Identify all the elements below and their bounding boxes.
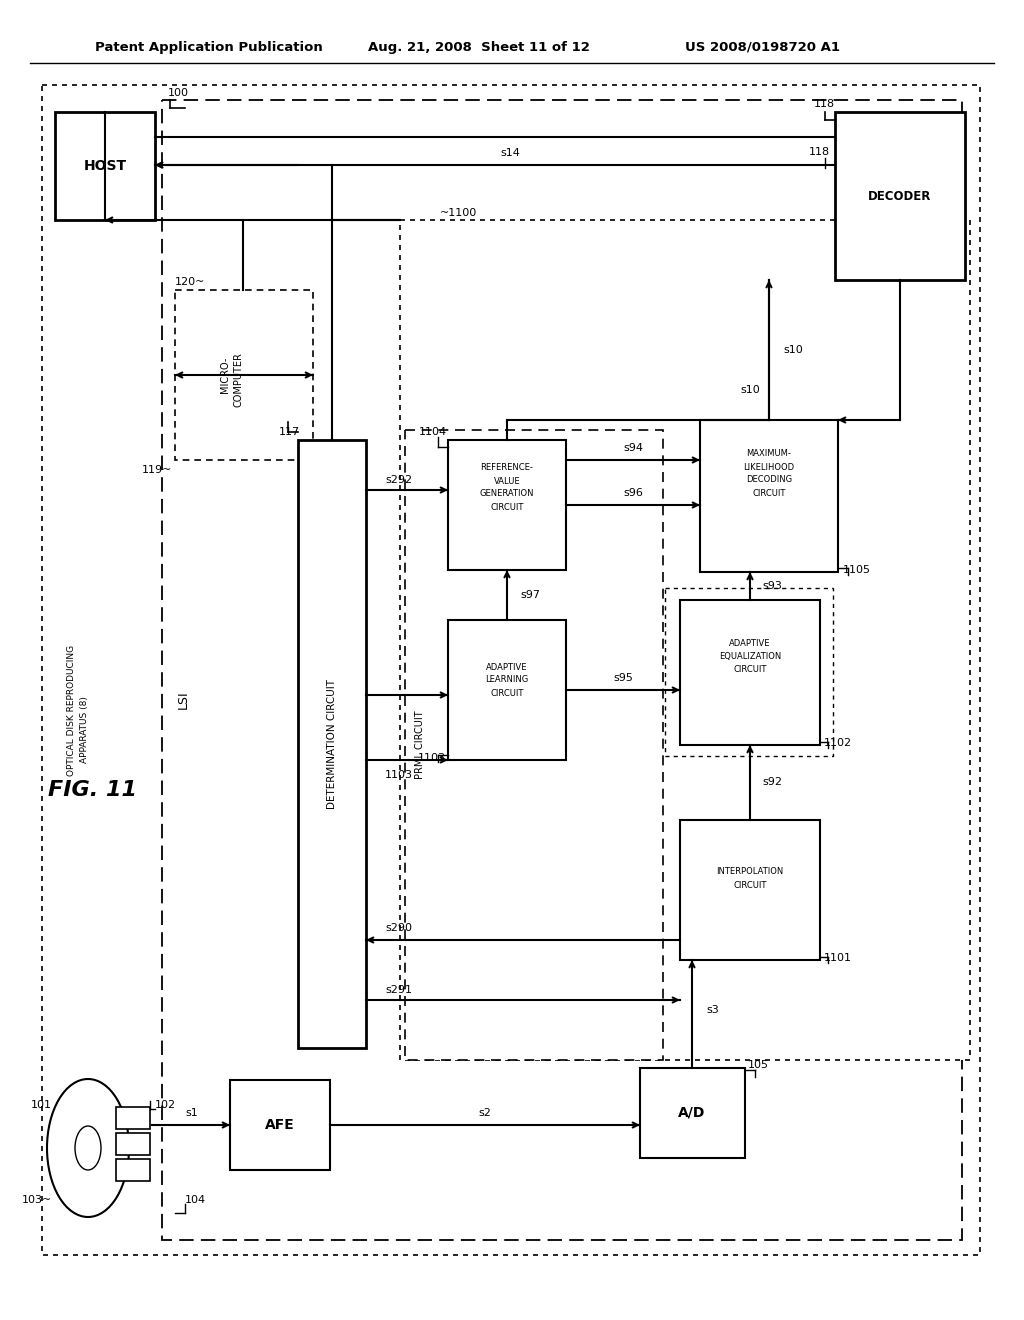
Bar bbox=[640, 1068, 745, 1158]
Text: DETERMINATION CIRCUIT: DETERMINATION CIRCUIT bbox=[327, 678, 337, 809]
Text: s92: s92 bbox=[762, 777, 782, 787]
Text: s2: s2 bbox=[478, 1107, 492, 1118]
Bar bbox=[400, 220, 970, 1060]
Bar bbox=[116, 1159, 150, 1181]
Text: 102: 102 bbox=[155, 1100, 176, 1110]
Text: LSI: LSI bbox=[176, 690, 189, 709]
Text: 103~: 103~ bbox=[22, 1195, 52, 1205]
Text: s290: s290 bbox=[385, 923, 412, 933]
Text: ADAPTIVE: ADAPTIVE bbox=[486, 663, 527, 672]
Text: 1103: 1103 bbox=[385, 770, 413, 780]
Text: s292: s292 bbox=[385, 475, 412, 484]
Text: 1104: 1104 bbox=[419, 426, 447, 437]
Text: s3: s3 bbox=[706, 1005, 719, 1015]
Text: HOST: HOST bbox=[83, 158, 127, 173]
Text: 117: 117 bbox=[279, 426, 300, 437]
Text: VALUE: VALUE bbox=[494, 477, 520, 486]
Text: s93: s93 bbox=[762, 581, 782, 591]
Text: 1105: 1105 bbox=[843, 565, 871, 576]
Text: INTERPOLATION: INTERPOLATION bbox=[717, 867, 783, 876]
Text: 1101: 1101 bbox=[824, 953, 852, 964]
Text: Aug. 21, 2008  Sheet 11 of 12: Aug. 21, 2008 Sheet 11 of 12 bbox=[368, 41, 590, 54]
Bar bbox=[116, 1107, 150, 1129]
Text: LIKELIHOOD: LIKELIHOOD bbox=[743, 462, 795, 471]
Bar bbox=[175, 290, 313, 459]
Text: s1: s1 bbox=[185, 1107, 199, 1118]
Text: 1103: 1103 bbox=[418, 752, 446, 763]
Text: 100: 100 bbox=[168, 88, 189, 98]
Ellipse shape bbox=[47, 1078, 129, 1217]
Text: CIRCUIT: CIRCUIT bbox=[753, 488, 785, 498]
Text: CIRCUIT: CIRCUIT bbox=[733, 880, 767, 890]
Text: 118: 118 bbox=[814, 99, 835, 110]
Text: FIG. 11: FIG. 11 bbox=[47, 780, 136, 800]
Bar bbox=[55, 112, 155, 220]
Text: s10: s10 bbox=[740, 385, 760, 395]
Text: EQUALIZATION: EQUALIZATION bbox=[719, 652, 781, 660]
Bar bbox=[665, 587, 833, 756]
Bar bbox=[835, 112, 965, 280]
Text: s291: s291 bbox=[385, 985, 412, 995]
Ellipse shape bbox=[75, 1126, 101, 1170]
Text: REFERENCE-: REFERENCE- bbox=[480, 463, 534, 473]
Bar bbox=[700, 420, 838, 572]
Bar bbox=[162, 100, 962, 1239]
Text: 118: 118 bbox=[809, 147, 830, 157]
Text: s94: s94 bbox=[623, 444, 643, 453]
Text: CIRCUIT: CIRCUIT bbox=[490, 689, 523, 697]
Text: A/D: A/D bbox=[678, 1106, 706, 1119]
Text: AFE: AFE bbox=[265, 1118, 295, 1133]
Bar bbox=[680, 601, 820, 744]
Text: MICRO-: MICRO- bbox=[220, 356, 230, 393]
Text: s10: s10 bbox=[783, 345, 803, 355]
Text: 119~: 119~ bbox=[141, 465, 172, 475]
Text: GENERATION: GENERATION bbox=[480, 490, 535, 499]
Bar bbox=[298, 440, 366, 1048]
Text: DECODER: DECODER bbox=[868, 190, 932, 202]
Text: PRML CIRCUIT: PRML CIRCUIT bbox=[415, 710, 425, 779]
Text: ADAPTIVE: ADAPTIVE bbox=[729, 639, 771, 648]
Text: 104: 104 bbox=[185, 1195, 206, 1205]
Bar bbox=[42, 84, 980, 1255]
Text: 105: 105 bbox=[748, 1060, 769, 1071]
Text: COMPUTER: COMPUTER bbox=[233, 352, 243, 408]
Bar bbox=[449, 620, 566, 760]
Text: MAXIMUM-: MAXIMUM- bbox=[746, 450, 792, 458]
Bar bbox=[116, 1133, 150, 1155]
Text: 101: 101 bbox=[31, 1100, 52, 1110]
Text: US 2008/0198720 A1: US 2008/0198720 A1 bbox=[685, 41, 840, 54]
Text: 120~: 120~ bbox=[175, 277, 206, 286]
Text: s97: s97 bbox=[520, 590, 540, 601]
Text: ~1100: ~1100 bbox=[440, 209, 477, 218]
Bar bbox=[406, 430, 663, 1060]
Text: s14: s14 bbox=[500, 148, 520, 158]
Bar bbox=[680, 820, 820, 960]
Text: CIRCUIT: CIRCUIT bbox=[490, 503, 523, 511]
Text: 1102: 1102 bbox=[824, 738, 852, 748]
Bar bbox=[449, 440, 566, 570]
Text: DECODING: DECODING bbox=[745, 475, 792, 484]
Text: OPTICAL DISK REPRODUCING: OPTICAL DISK REPRODUCING bbox=[68, 644, 77, 776]
Text: Patent Application Publication: Patent Application Publication bbox=[95, 41, 323, 54]
Bar bbox=[230, 1080, 330, 1170]
Text: s96: s96 bbox=[623, 488, 643, 498]
Text: APPARATUS (8): APPARATUS (8) bbox=[80, 697, 88, 763]
Text: s95: s95 bbox=[613, 673, 633, 682]
Text: CIRCUIT: CIRCUIT bbox=[733, 664, 767, 673]
Text: LEARNING: LEARNING bbox=[485, 676, 528, 685]
